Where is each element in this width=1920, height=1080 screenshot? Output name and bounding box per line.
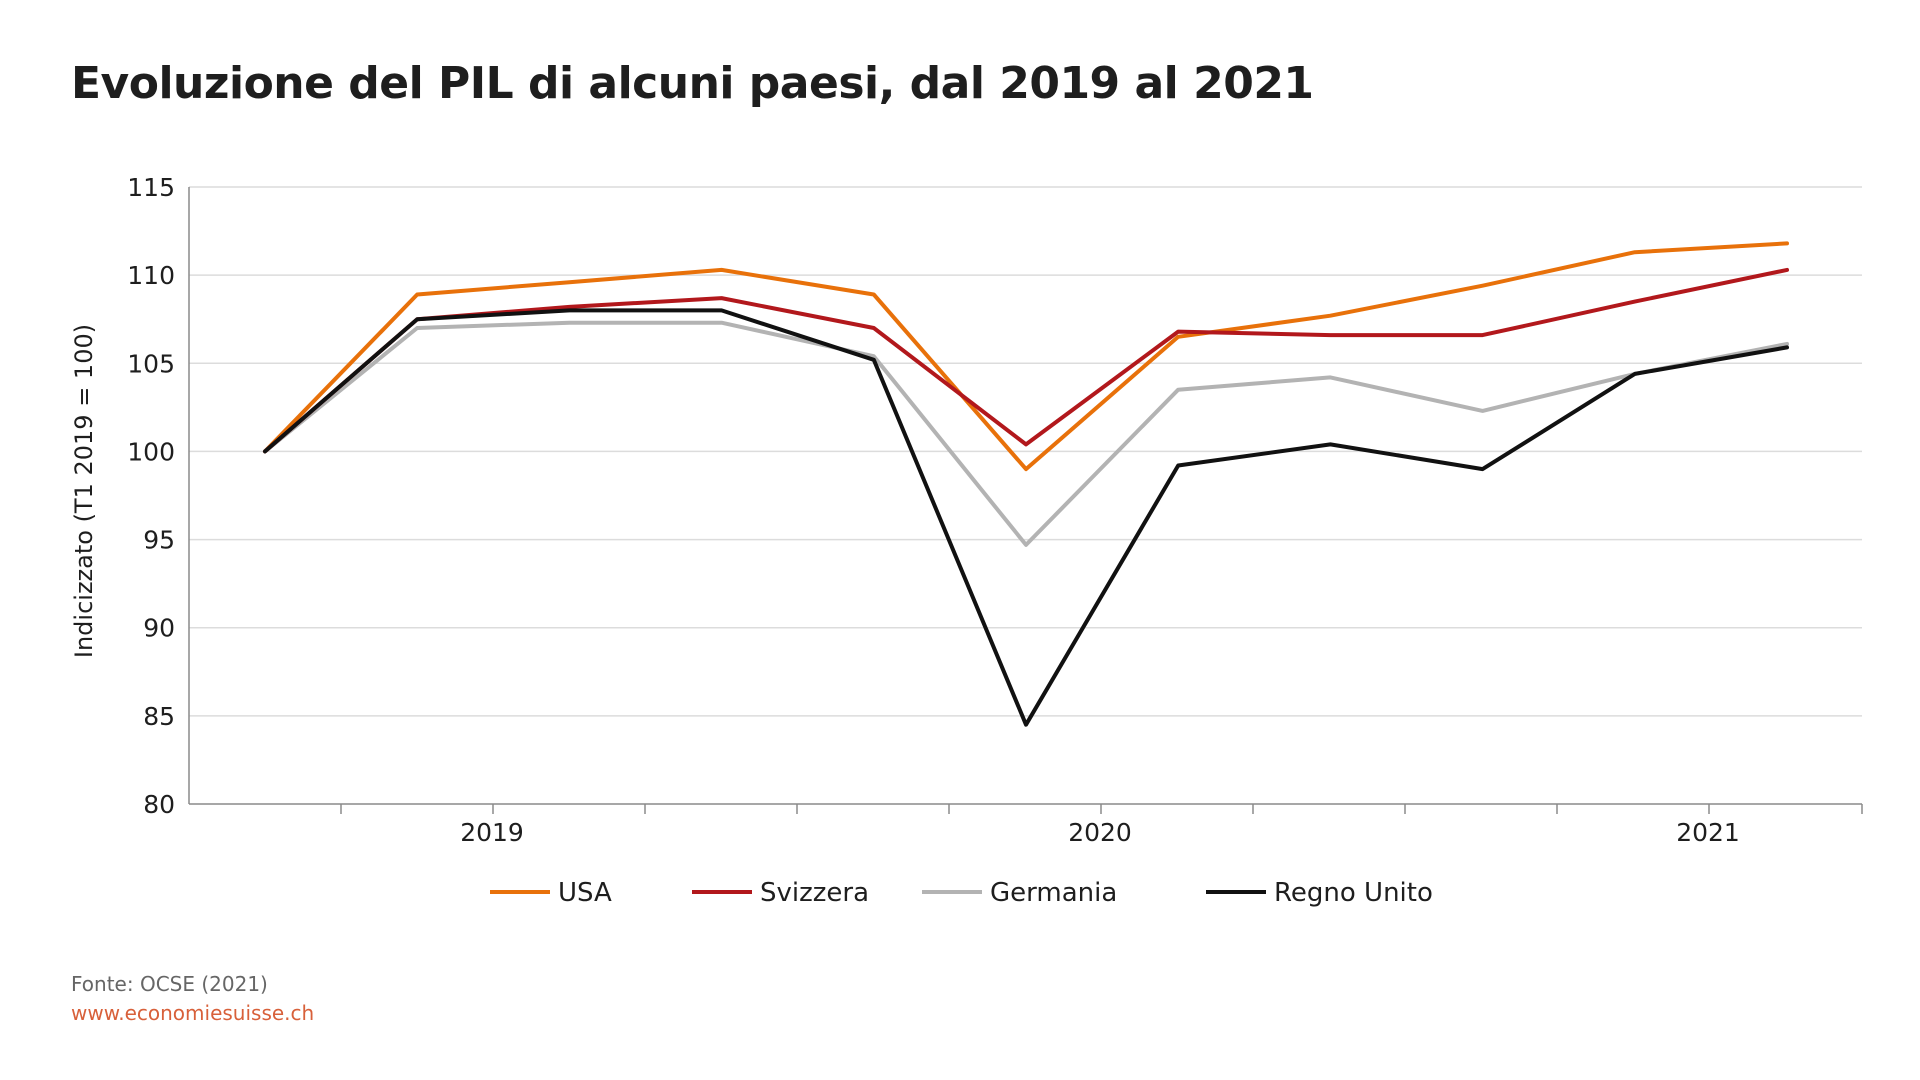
y-tick-label: 90 (143, 614, 175, 643)
x-tick-label: 2019 (460, 818, 524, 847)
y-axis-label: Indicizzato (T1 2019 = 100) (70, 324, 98, 658)
legend-label: Regno Unito (1274, 878, 1433, 908)
series-line-germania (263, 320, 1789, 547)
y-tick-label: 110 (127, 261, 175, 290)
y-tick-label: 105 (127, 349, 175, 378)
series-lines (263, 241, 1789, 727)
x-tick-label: 2020 (1068, 818, 1132, 847)
chart-title: Evoluzione del PIL di alcuni paesi, dal … (71, 58, 1314, 109)
website-link[interactable]: www.economiesuisse.ch (71, 1001, 315, 1025)
series-line-regno-unito (263, 308, 1789, 727)
y-tick-label: 115 (127, 173, 175, 202)
legend-label: Svizzera (760, 878, 869, 908)
y-tick-labels: 80 85 90 95 100 105 110 115 (127, 173, 175, 819)
legend: USA Svizzera Germania Regno Unito (490, 878, 1433, 908)
y-tick-label: 80 (143, 790, 175, 819)
y-tick-label: 95 (143, 526, 175, 555)
series-line-svizzera (263, 267, 1789, 454)
axes (188, 187, 1863, 814)
gridlines (189, 186, 1862, 717)
y-tick-label: 100 (127, 437, 175, 466)
legend-label: Germania (990, 878, 1117, 908)
y-tick-label: 85 (143, 702, 175, 731)
source-note: Fonte: OCSE (2021) (71, 972, 268, 996)
legend-label: USA (558, 878, 612, 908)
x-tick-labels: 2019 2020 2021 (460, 818, 1740, 847)
series-line-usa (263, 241, 1789, 472)
x-tick-label: 2021 (1676, 818, 1740, 847)
